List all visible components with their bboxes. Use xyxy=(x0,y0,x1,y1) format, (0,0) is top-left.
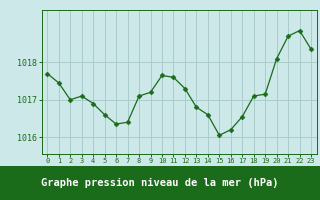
Text: Graphe pression niveau de la mer (hPa): Graphe pression niveau de la mer (hPa) xyxy=(41,178,279,188)
